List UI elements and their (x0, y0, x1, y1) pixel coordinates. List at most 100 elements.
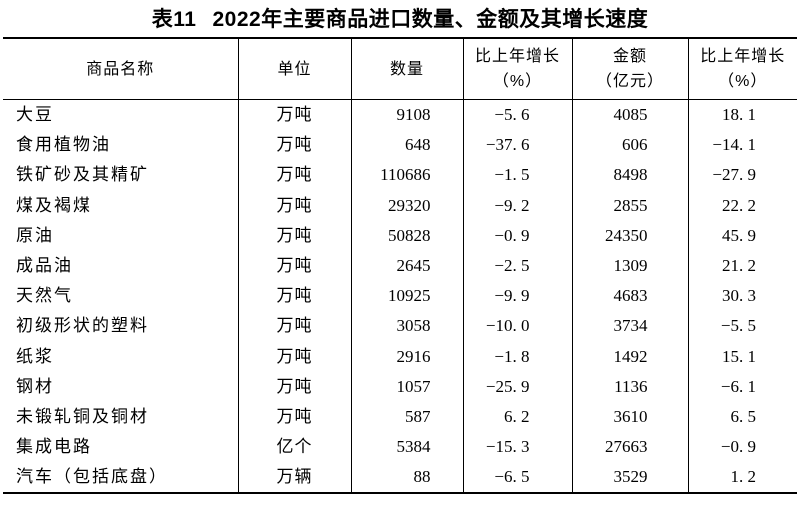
col-header-quantity-growth: 比上年增长 （%） (463, 38, 573, 100)
amount-growth-cell: 22. 2 (722, 195, 756, 215)
amount-growth-cell: 6. 5 (730, 406, 757, 426)
quantity-growth-cell: −6. 5 (463, 462, 573, 494)
quantity-cell: 2916 (351, 341, 464, 372)
quantity-growth-cell: −5. 6 (463, 99, 573, 131)
col-header-quantity: 数量 (351, 38, 464, 100)
col-header-amount-growth: 比上年增长 （%） (688, 38, 797, 100)
quantity-growth-cell: −25. 9 (463, 371, 573, 402)
table-row: 煤及褐煤 万吨 29320 −9. 2 2855 22. 2 (3, 190, 797, 221)
unit-cell: 万吨 (238, 341, 352, 372)
quantity-cell: 9108 (351, 99, 464, 131)
amount-cell: 4085 (572, 99, 689, 131)
unit-cell: 万吨 (238, 220, 352, 251)
amount-growth-cell: −27. 9 (712, 165, 756, 185)
col-header-amount-growth-line1: 比上年增长 (700, 48, 786, 65)
amount-growth-cell: 18. 1 (722, 105, 756, 125)
quantity-cell: 587 (351, 401, 464, 433)
col-header-quantity-growth-line1: 比上年增长 (474, 48, 560, 65)
commodity-name-cell: 铁矿砂及其精矿 (3, 160, 239, 191)
quantity-cell: 1057 (351, 371, 464, 402)
amount-growth-cell: 21. 2 (722, 256, 756, 276)
unit-cell: 万吨 (238, 130, 352, 161)
quantity-growth-cell: 6. 2 (463, 401, 573, 433)
col-header-commodity: 商品名称 (3, 38, 239, 100)
quantity-growth-cell: −15. 3 (463, 432, 573, 463)
quantity-growth-cell: −10. 0 (463, 311, 573, 342)
amount-cell: 1309 (572, 250, 689, 282)
unit-cell: 万吨 (238, 401, 352, 433)
table-row: 大豆 万吨 9108 −5. 6 4085 18. 1 (3, 99, 797, 131)
col-header-unit: 单位 (238, 38, 352, 100)
amount-growth-cell: 30. 3 (722, 286, 756, 306)
col-header-unit-label: 单位 (277, 60, 312, 78)
commodity-name-cell: 钢材 (3, 371, 239, 402)
commodity-name-cell: 食用植物油 (3, 130, 239, 161)
quantity-growth-cell: −0. 9 (463, 220, 573, 251)
amount-growth-cell: −5. 5 (720, 316, 756, 336)
commodity-name-cell: 初级形状的塑料 (3, 311, 239, 342)
unit-cell: 万吨 (238, 160, 352, 191)
amount-cell: 2855 (572, 190, 689, 221)
unit-cell: 亿个 (238, 432, 352, 463)
commodity-name-cell: 纸浆 (3, 341, 239, 372)
table-row: 初级形状的塑料 万吨 3058 −10. 0 3734 −5. 5 (3, 311, 797, 342)
table-row: 铁矿砂及其精矿 万吨 110686 −1. 5 8498 −27. 9 (3, 160, 797, 191)
amount-cell: 3734 (572, 311, 689, 342)
col-header-quantity-label: 数量 (389, 60, 424, 78)
unit-cell: 万吨 (238, 250, 352, 282)
unit-cell: 万吨 (238, 190, 352, 221)
col-header-amount: 金额 （亿元） (572, 38, 689, 100)
amount-cell: 1136 (572, 371, 689, 402)
col-header-commodity-label: 商品名称 (86, 60, 155, 78)
commodity-name-cell: 大豆 (3, 99, 239, 131)
commodity-name-cell: 成品油 (3, 250, 239, 282)
table-row: 汽车（包括底盘） 万辆 88 −6. 5 3529 1. 2 (3, 462, 797, 494)
commodity-name-cell: 汽车（包括底盘） (3, 462, 239, 494)
table-row: 未锻轧铜及铜材 万吨 587 6. 2 3610 6. 5 (3, 401, 797, 433)
amount-growth-cell: −14. 1 (712, 135, 756, 155)
amount-cell: 24350 (572, 220, 689, 251)
table-row: 原油 万吨 50828 −0. 9 24350 45. 9 (3, 220, 797, 251)
quantity-cell: 10925 (351, 281, 464, 312)
commodity-name-cell: 煤及褐煤 (3, 190, 239, 221)
table-row: 食用植物油 万吨 648 −37. 6 606 −14. 1 (3, 130, 797, 161)
table-row: 钢材 万吨 1057 −25. 9 1136 −6. 1 (3, 371, 797, 402)
commodity-name-cell: 天然气 (3, 281, 239, 312)
quantity-cell: 50828 (351, 220, 464, 251)
table-title-text: 2022年主要商品进口数量、金额及其增长速度 (212, 8, 649, 31)
table-row: 集成电路 亿个 5384 −15. 3 27663 −0. 9 (3, 432, 797, 463)
imports-table: 商品名称 单位 数量 比上年增长 （%） 金额 （亿元） 比上年增长 (3, 37, 797, 495)
col-header-amount-line2: （亿元） (595, 73, 664, 90)
quantity-cell: 2645 (351, 250, 464, 282)
page: 表11 2022年主要商品进口数量、金额及其增长速度 商品名称 单位 数量 (0, 7, 800, 495)
table-number: 表11 (151, 8, 197, 31)
col-header-quantity-growth-line2: （%） (492, 73, 543, 90)
table-row: 天然气 万吨 10925 −9. 9 4683 30. 3 (3, 281, 797, 312)
col-header-amount-growth-line2: （%） (718, 73, 768, 90)
amount-cell: 27663 (572, 432, 689, 463)
quantity-cell: 5384 (351, 432, 464, 463)
unit-cell: 万吨 (238, 371, 352, 402)
quantity-growth-cell: −1. 8 (463, 341, 573, 372)
commodity-name-cell: 未锻轧铜及铜材 (3, 401, 239, 433)
page-title: 表11 2022年主要商品进口数量、金额及其增长速度 (0, 7, 800, 33)
table-row: 成品油 万吨 2645 −2. 5 1309 21. 2 (3, 250, 797, 282)
quantity-growth-cell: −1. 5 (463, 160, 573, 191)
table-row: 纸浆 万吨 2916 −1. 8 1492 15. 1 (3, 341, 797, 372)
unit-cell: 万吨 (238, 281, 352, 312)
commodity-name-cell: 原油 (3, 220, 239, 251)
amount-growth-cell: 15. 1 (722, 346, 756, 366)
amount-cell: 606 (572, 130, 689, 161)
header-row: 商品名称 单位 数量 比上年增长 （%） 金额 （亿元） 比上年增长 (3, 38, 797, 100)
commodity-name-cell: 集成电路 (3, 432, 239, 463)
quantity-cell: 648 (351, 130, 464, 161)
quantity-cell: 29320 (351, 190, 464, 221)
amount-growth-cell: 1. 2 (730, 467, 757, 487)
unit-cell: 万吨 (238, 311, 352, 342)
amount-cell: 3529 (572, 462, 689, 494)
amount-growth-cell: −0. 9 (720, 437, 756, 457)
amount-growth-cell: 45. 9 (722, 225, 756, 245)
quantity-cell: 88 (351, 462, 464, 494)
unit-cell: 万辆 (238, 462, 352, 494)
amount-growth-cell: −6. 1 (720, 376, 756, 396)
